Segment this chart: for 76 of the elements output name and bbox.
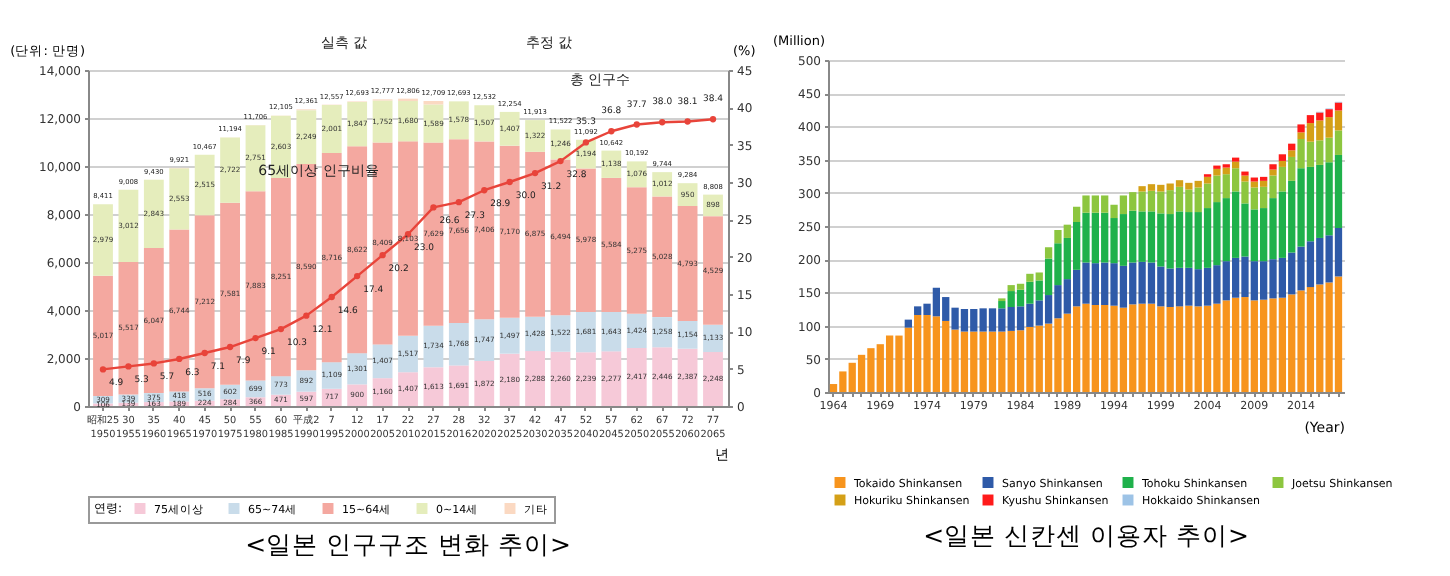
point (150, 360, 157, 367)
point (557, 157, 564, 165)
point (481, 187, 488, 194)
bar (347, 101, 368, 147)
bar (1269, 169, 1277, 176)
bar (1016, 283, 1025, 290)
point (328, 293, 335, 301)
bar (296, 110, 317, 165)
bar (321, 104, 342, 153)
point (633, 121, 640, 128)
point (125, 363, 132, 370)
bar (93, 275, 113, 397)
bar (1269, 164, 1277, 170)
bar (1306, 115, 1315, 124)
point (277, 325, 285, 333)
bar (143, 179, 164, 248)
bar (448, 322, 469, 366)
bar (118, 189, 139, 263)
bar (474, 105, 495, 142)
text: <일본 신칸센 이용자 추이> (923, 520, 1249, 550)
bar (448, 101, 469, 140)
bar (1203, 176, 1212, 184)
bar (601, 311, 622, 352)
point (201, 349, 208, 357)
point (659, 119, 666, 126)
point (709, 116, 717, 123)
bar (93, 204, 113, 276)
bar (525, 120, 545, 152)
point (684, 118, 691, 125)
point (176, 355, 183, 363)
bar (194, 154, 215, 216)
bar (398, 335, 418, 373)
bar (169, 168, 190, 230)
bar (220, 202, 240, 385)
bar (398, 372, 418, 406)
bar (525, 351, 545, 406)
bar (904, 319, 912, 328)
bar (677, 205, 698, 322)
point (506, 178, 513, 186)
bar (220, 137, 240, 203)
point (455, 199, 462, 206)
bar (652, 347, 673, 406)
bar (652, 196, 673, 318)
point (379, 252, 386, 259)
text: <일본 인구구조 변화 추이> (245, 529, 571, 559)
bar (703, 216, 723, 325)
bar (448, 365, 469, 406)
bar (626, 347, 647, 406)
bar (1297, 124, 1305, 133)
point (354, 272, 361, 280)
point (582, 139, 590, 146)
bar (1278, 160, 1287, 167)
bar (474, 361, 495, 406)
bar (499, 317, 520, 354)
bar (499, 353, 520, 406)
bar (601, 351, 622, 406)
bar (626, 313, 647, 348)
bar (474, 319, 495, 362)
bar (499, 111, 520, 146)
bar (703, 352, 723, 406)
point (99, 366, 107, 373)
point (303, 312, 310, 319)
point (608, 128, 615, 135)
bar (1044, 247, 1053, 259)
bar (271, 178, 291, 377)
bar (576, 311, 596, 353)
point (430, 204, 437, 211)
bar (1278, 154, 1287, 161)
bar (576, 352, 596, 406)
point (531, 169, 539, 177)
point (252, 334, 259, 342)
point (226, 343, 234, 351)
bar (601, 177, 622, 312)
bar (1288, 150, 1296, 157)
bar (1241, 175, 1249, 182)
bar (626, 187, 647, 314)
